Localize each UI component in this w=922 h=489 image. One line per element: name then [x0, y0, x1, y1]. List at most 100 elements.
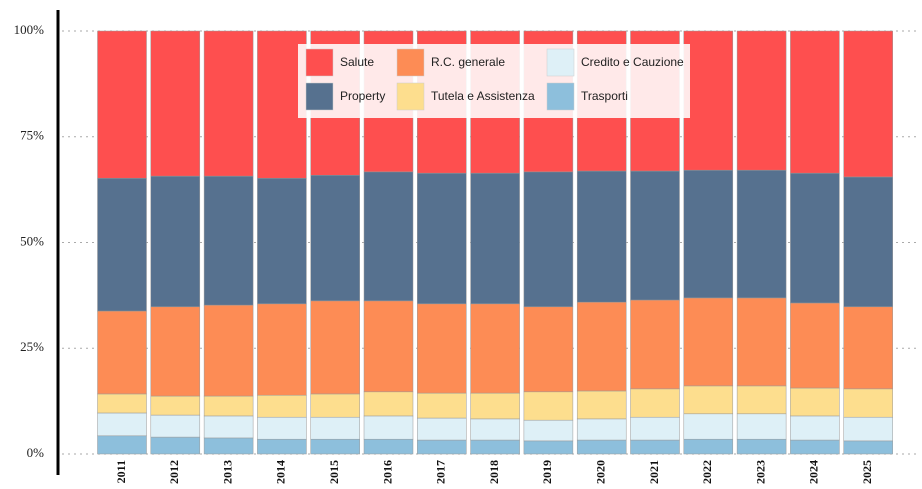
- x-tick-label: 2011: [114, 460, 128, 483]
- x-tick-label: 2021: [647, 460, 661, 484]
- x-tick-label: 2012: [167, 460, 181, 484]
- bar-segment: [203, 175, 254, 306]
- y-tick-label: 100%: [14, 22, 45, 37]
- bar-segment: [576, 170, 627, 303]
- bar-segment: [363, 438, 414, 455]
- bar-segment: [630, 299, 680, 390]
- legend-swatch: [305, 82, 334, 111]
- bar-segment: [363, 391, 414, 417]
- bar-segment: [257, 177, 307, 305]
- legend-label: Credito e Cauzione: [581, 55, 684, 69]
- bar-segment: [683, 30, 734, 171]
- bar-segment: [576, 301, 627, 392]
- y-tick-label: 0%: [27, 445, 45, 460]
- bar-segment: [417, 303, 467, 394]
- bar-segment: [576, 418, 627, 441]
- bar-segment: [523, 391, 574, 421]
- bar-segment: [470, 418, 520, 441]
- bar-segment: [150, 395, 201, 416]
- bar-segment: [310, 438, 360, 455]
- bar-segment: [630, 170, 680, 301]
- x-tick-label: 2013: [220, 460, 234, 484]
- bar-segment: [417, 439, 467, 455]
- bar-segment: [576, 390, 627, 420]
- bar-segment: [97, 435, 147, 455]
- y-tick-label: 25%: [20, 339, 44, 354]
- bar-segment: [203, 30, 254, 177]
- bar-segment: [790, 30, 840, 174]
- bar-segment: [790, 439, 840, 455]
- bar-segment: [736, 438, 787, 455]
- bar-segment: [417, 392, 467, 419]
- x-tick-label: 2019: [540, 460, 554, 484]
- bar-segment: [363, 300, 414, 393]
- legend-label: Property: [340, 89, 385, 103]
- legend: Salute Property R.C. generale Tutela e Assi…: [298, 44, 690, 118]
- bar-segment: [203, 304, 254, 397]
- bar-segment: [630, 439, 680, 455]
- bar-segment: [203, 415, 254, 439]
- bar-segment: [523, 306, 574, 393]
- bar-segment: [150, 30, 201, 177]
- bar-segment: [470, 439, 520, 455]
- bar-segment: [736, 169, 787, 299]
- bar-segment: [630, 416, 680, 441]
- legend-swatch: [396, 48, 425, 77]
- bar-segment: [736, 297, 787, 387]
- y-tick-label: 75%: [20, 128, 44, 143]
- bar-segment: [470, 392, 520, 420]
- bar-segment: [790, 302, 840, 389]
- bar-segment: [683, 413, 734, 440]
- bar-segment: [363, 171, 414, 302]
- bar-segment: [683, 297, 734, 387]
- bar-segment: [470, 303, 520, 394]
- bar-segment: [576, 439, 627, 455]
- x-tick-label: 2024: [807, 460, 821, 484]
- bar-segment: [790, 415, 840, 441]
- bar-segment: [203, 437, 254, 455]
- x-tick-label: 2016: [380, 460, 394, 484]
- legend-swatch: [546, 82, 575, 111]
- bar-segment: [257, 303, 307, 396]
- bar-segment: [523, 419, 574, 442]
- bar-segment: [97, 310, 147, 395]
- legend-swatch: [396, 82, 425, 111]
- bar-segment: [417, 417, 467, 441]
- bar-segment: [150, 436, 201, 455]
- y-tick-label: 50%: [20, 233, 44, 248]
- legend-label: Trasporti: [581, 89, 628, 103]
- bar-segment: [843, 176, 893, 308]
- bar-segment: [257, 438, 307, 455]
- legend-label: Tutela e Assistenza: [431, 89, 535, 103]
- bar-segment: [310, 300, 360, 395]
- legend-swatch: [546, 48, 575, 77]
- bar-segment: [736, 30, 787, 171]
- x-tick-label: 2015: [327, 460, 341, 484]
- bar-segment: [97, 177, 147, 312]
- bar-segment: [97, 393, 147, 414]
- bar-segment: [683, 169, 734, 299]
- bar-segment: [363, 415, 414, 440]
- x-tick-label: 2014: [274, 460, 288, 484]
- bar-segment: [257, 394, 307, 418]
- bar-segment: [417, 172, 467, 305]
- bar-segment: [843, 306, 893, 390]
- bar-segment: [790, 387, 840, 417]
- bar-segment: [310, 416, 360, 440]
- x-tick-label: 2017: [434, 460, 448, 484]
- bar-segment: [150, 306, 201, 397]
- bar-segment: [843, 388, 893, 418]
- bar-segment: [683, 385, 734, 415]
- bar-segment: [736, 385, 787, 415]
- bar-segment: [470, 172, 520, 305]
- legend-label: R.C. generale: [431, 55, 505, 69]
- x-tick-label: 2018: [487, 460, 501, 484]
- bar-segment: [203, 395, 254, 417]
- bar-segment: [97, 30, 147, 179]
- bar-segment: [150, 414, 201, 438]
- bar-segment: [843, 440, 893, 455]
- x-tick-label: 2023: [753, 460, 767, 484]
- bar-segment: [150, 175, 201, 308]
- bar-segment: [97, 412, 147, 437]
